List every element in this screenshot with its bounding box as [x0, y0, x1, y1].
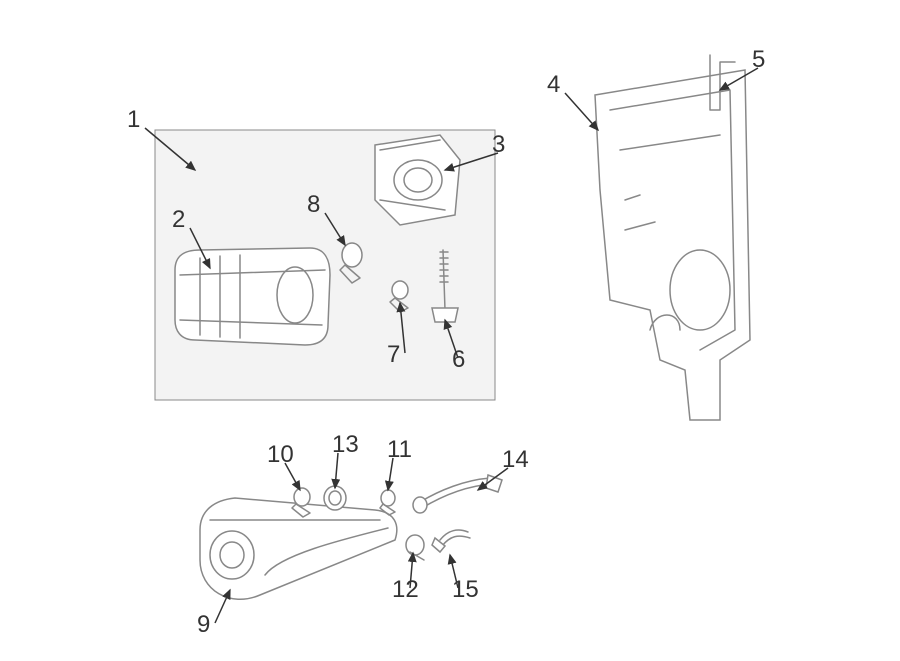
callout-label-8: 8 — [307, 191, 320, 219]
callout-label-10: 10 — [267, 441, 294, 469]
callout-label-15: 15 — [452, 576, 479, 604]
callout-label-2: 2 — [172, 206, 185, 234]
callout-label-14: 14 — [502, 446, 529, 474]
part-socket-13 — [324, 486, 346, 510]
callout-label-12: 12 — [392, 576, 419, 604]
callout-label-7: 7 — [387, 341, 400, 369]
callout-label-9: 9 — [197, 611, 210, 639]
part-socket-12 — [406, 535, 424, 560]
part-connector-15 — [432, 530, 470, 552]
callout-label-1: 1 — [127, 106, 140, 134]
callout-label-5: 5 — [752, 46, 765, 74]
callout-label-11: 11 — [387, 436, 412, 464]
callout-leader-4 — [565, 93, 598, 130]
callout-label-3: 3 — [492, 131, 505, 159]
part-housing-back — [375, 135, 460, 225]
part-headlamp-lens — [175, 248, 330, 345]
callout-label-4: 4 — [547, 71, 560, 99]
part-harness-14 — [413, 475, 502, 513]
diagram-canvas — [0, 0, 900, 661]
callout-label-6: 6 — [452, 346, 465, 374]
part-mount-panel — [595, 70, 750, 420]
callout-label-13: 13 — [332, 431, 359, 459]
